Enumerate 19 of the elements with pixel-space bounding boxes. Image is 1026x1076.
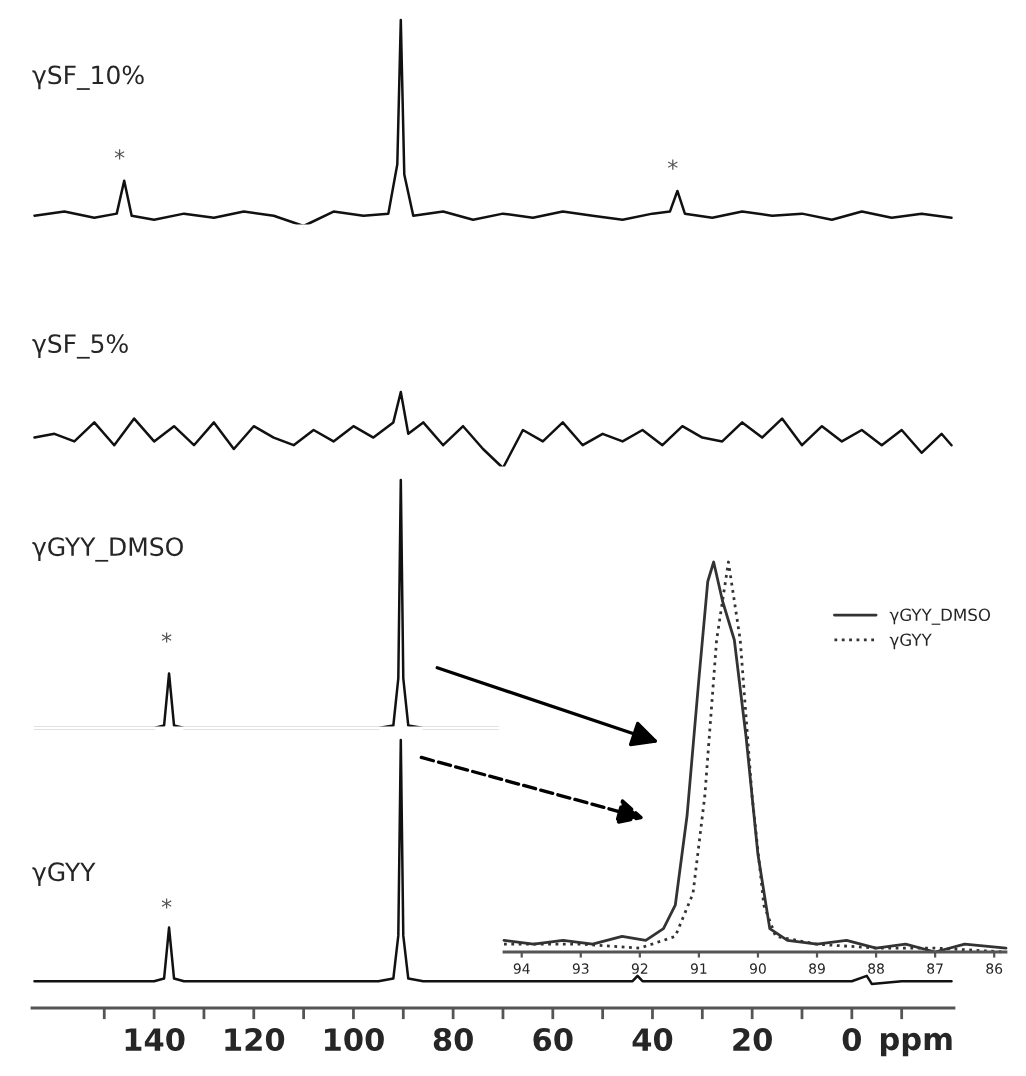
x-axis-title: ppm bbox=[880, 1032, 952, 1057]
x-tick-label: 140 bbox=[125, 1027, 185, 1052]
x-tick-label: 40 bbox=[632, 1027, 673, 1052]
legend-label: γGYY bbox=[889, 633, 932, 650]
legend-label: γGYY_DMSO bbox=[889, 608, 991, 625]
x-tick-label: 20 bbox=[733, 1027, 772, 1052]
x-tick-label: 60 bbox=[533, 1027, 573, 1052]
annotation: * bbox=[114, 149, 125, 160]
text: γSF_5% bbox=[32, 334, 128, 359]
annotation: * bbox=[161, 898, 172, 909]
annotation: * bbox=[161, 632, 172, 643]
x-tick-label: 80 bbox=[433, 1027, 473, 1052]
annotation: * bbox=[667, 159, 678, 170]
text: γSF_10% bbox=[32, 65, 144, 90]
x-tick-label: 120 bbox=[225, 1027, 285, 1052]
text: γGYY bbox=[32, 862, 96, 887]
x-tick-label: 100 bbox=[325, 1027, 384, 1052]
x-tick-label: 0 bbox=[842, 1027, 861, 1052]
text: γGYY_DMSO bbox=[32, 537, 183, 562]
